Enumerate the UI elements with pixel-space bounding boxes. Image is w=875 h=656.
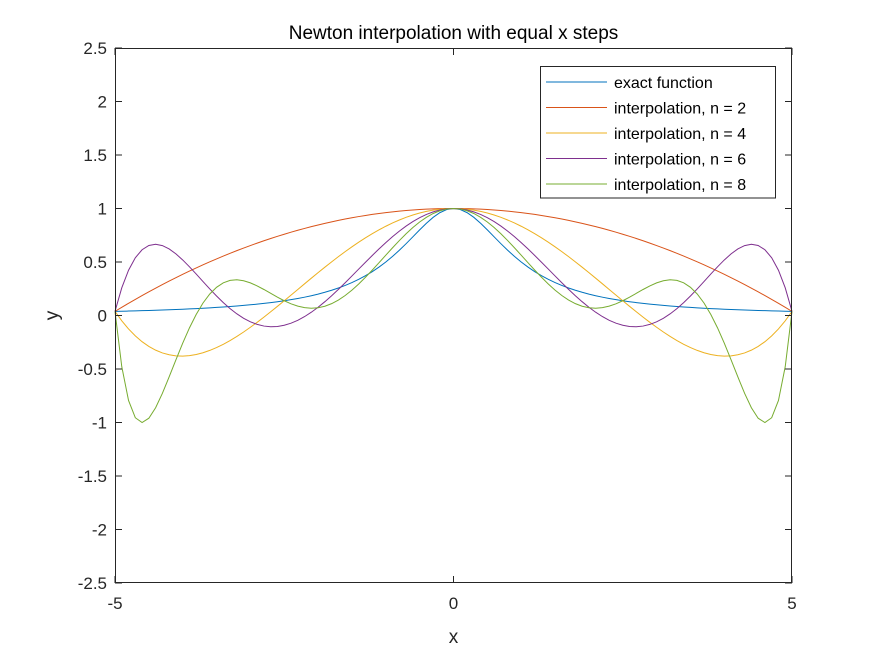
series-line-4 — [114, 207, 793, 424]
legend-entry-label: interpolation, n = 6 — [614, 152, 746, 169]
legend: exact function interpolation, n = 2 interp… — [540, 66, 776, 199]
y-tick-label: -2.5 — [78, 574, 107, 593]
legend-entry-label: interpolation, n = 8 — [614, 177, 746, 194]
y-tick-label: -2 — [92, 521, 107, 540]
y-tick-label: -1 — [92, 414, 107, 433]
x-tick-label: 0 — [449, 594, 458, 613]
series-layer — [114, 207, 793, 424]
y-tick-label: 1.5 — [83, 146, 107, 165]
y-tick-label: -1.5 — [78, 467, 107, 486]
y-tick-label: -0.5 — [78, 360, 107, 379]
y-tick-label: 0.5 — [83, 253, 107, 272]
y-axis-label: y — [42, 310, 63, 320]
y-tick-label: 1 — [98, 200, 107, 219]
legend-entry-label: interpolation, n = 4 — [614, 126, 746, 143]
y-tick-label: 0 — [98, 307, 107, 326]
chart-title: Newton interpolation with equal x steps — [289, 23, 619, 44]
legend-box — [540, 66, 776, 199]
x-axis-label: x — [449, 627, 459, 648]
legend-entry-label: exact function — [614, 75, 713, 92]
y-tick-label: 2.5 — [83, 39, 107, 58]
x-tick-label: 5 — [787, 594, 796, 613]
x-tick-label: -5 — [107, 594, 122, 613]
tick-layer: -5 0 5 -2.5 -2 -1.5 -1 -0.5 0 0.5 1 1.5 2 2.5 — [78, 39, 797, 613]
legend-entry-label: interpolation, n = 2 — [614, 101, 746, 118]
y-tick-label: 2 — [98, 93, 107, 112]
